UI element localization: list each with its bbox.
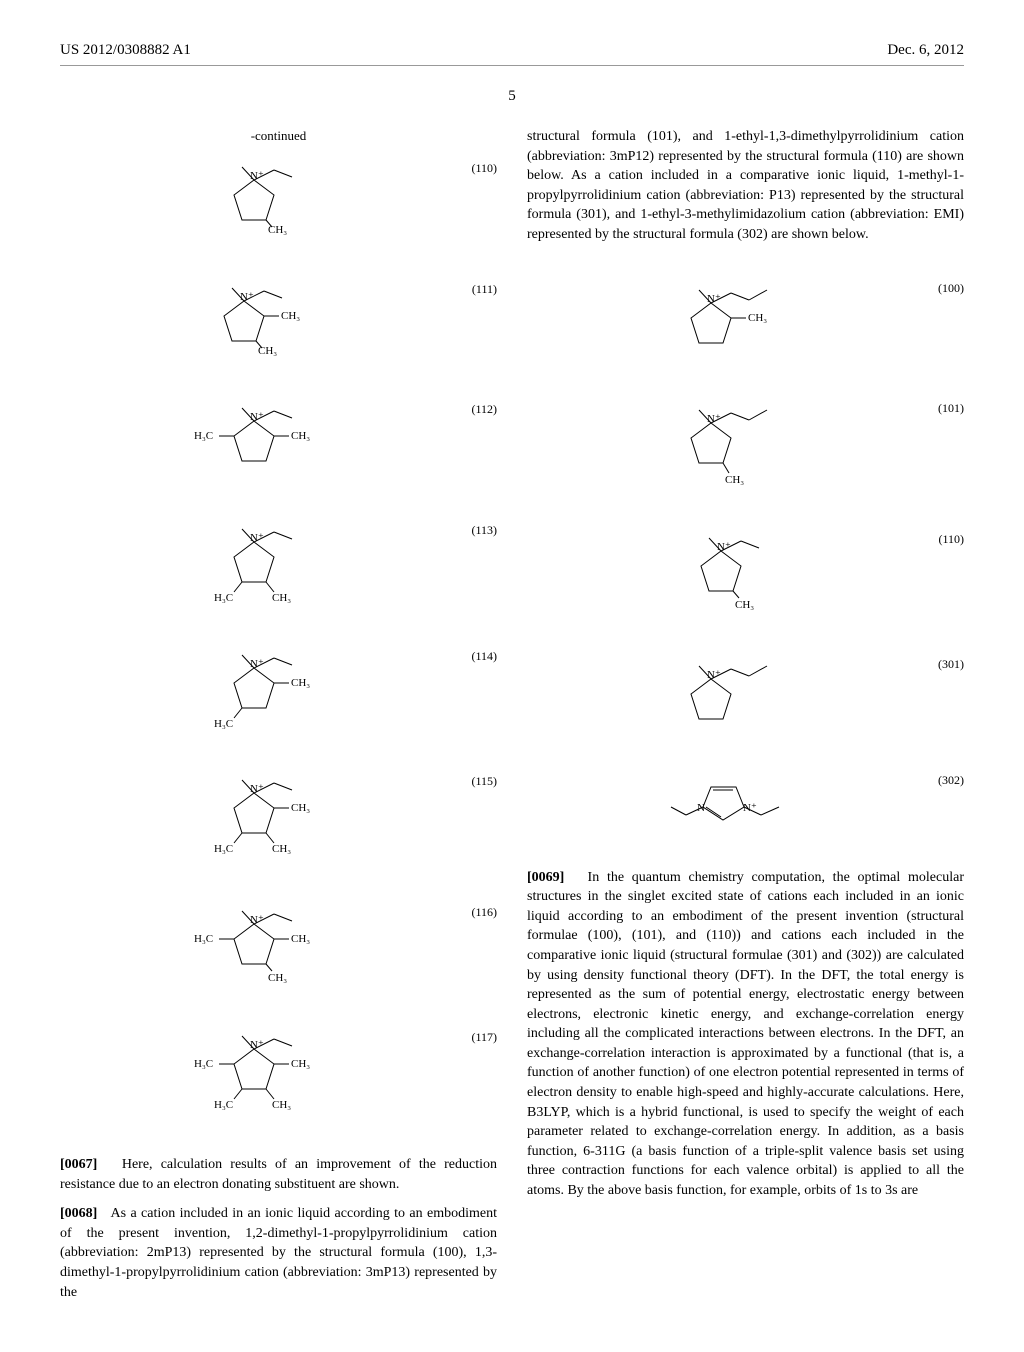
svg-text:N⁺: N⁺ (250, 658, 264, 670)
svg-text:CH₃: CH₃ (291, 1058, 310, 1070)
svg-text:N⁺: N⁺ (250, 170, 264, 182)
paragraph-0067: [0067] Here, calculation results of an i… (60, 1155, 497, 1194)
left-column: -continued N⁺ CH₃ (1 (60, 127, 497, 1312)
svg-text:CH₃: CH₃ (291, 933, 310, 945)
paragraph-0068: [0068] As a cation included in an ionic … (60, 1204, 497, 1302)
structure-label: (111) (447, 276, 497, 298)
svg-text:CH₃: CH₃ (272, 592, 291, 604)
chem-structure: N⁺ (527, 651, 914, 743)
svg-text:CH₃: CH₃ (258, 345, 277, 357)
structure-101: N⁺ CH₃ (101) (527, 395, 964, 502)
chem-structure: N⁺ CH₃ (60, 155, 447, 252)
structure-100: N⁺ CH₃ (100) (527, 275, 964, 372)
two-column-layout: -continued N⁺ CH₃ (1 (60, 127, 964, 1312)
svg-text:N⁺: N⁺ (250, 914, 264, 926)
chem-structure: N⁺ H₃C CH₃ CH₃ (60, 899, 447, 1001)
svg-text:N⁺: N⁺ (717, 541, 731, 553)
right-column: structural formula (101), and 1-ethyl-1,… (527, 127, 964, 1312)
svg-text:CH₃: CH₃ (725, 474, 744, 486)
page-header: US 2012/0308882 A1 Dec. 6, 2012 (60, 40, 964, 66)
para-number: [0068] (60, 1206, 97, 1221)
svg-text:N⁺: N⁺ (707, 413, 721, 425)
pub-number: US 2012/0308882 A1 (60, 40, 191, 61)
chem-structure: N⁺ H₃C CH₃ (60, 396, 447, 493)
structure-110-right: N⁺ CH₃ (110) (527, 526, 964, 628)
svg-text:H₃C: H₃C (214, 1099, 233, 1111)
continued-label: -continued (60, 127, 497, 145)
svg-text:N⁺: N⁺ (250, 532, 264, 544)
svg-text:CH₃: CH₃ (748, 312, 767, 324)
chem-structure: N⁺ CH₃ (527, 275, 914, 372)
svg-text:H₃C: H₃C (214, 718, 233, 730)
structure-116: N⁺ H₃C CH₃ CH₃ (116) (60, 899, 497, 1001)
structure-label: (116) (447, 899, 497, 921)
structure-label: (100) (914, 275, 964, 297)
structure-label: (113) (447, 517, 497, 539)
para-number: [0067] (60, 1157, 97, 1172)
svg-text:CH₃: CH₃ (268, 972, 287, 984)
para-text: As a cation included in an ionic liquid … (60, 1206, 497, 1299)
svg-text:H₃C: H₃C (194, 1058, 213, 1070)
svg-text:N⁺: N⁺ (250, 411, 264, 423)
chem-structure: N⁺ CH₃ CH₃ (60, 276, 447, 373)
svg-text:H₃C: H₃C (194, 933, 213, 945)
svg-text:CH₃: CH₃ (272, 1099, 291, 1111)
svg-text:N: N (697, 802, 705, 814)
svg-text:H₃C: H₃C (194, 430, 213, 442)
structure-113: N⁺ H₃C CH₃ (113) (60, 517, 497, 619)
structure-114: N⁺ CH₃ H₃C (114) (60, 643, 497, 745)
paragraph-0069: [0069] In the quantum chemistry computat… (527, 868, 964, 1201)
structure-110: N⁺ CH₃ (110) (60, 155, 497, 252)
chem-structure: N⁺ H₃C CH₃ H₃C CH₃ (60, 1024, 447, 1131)
structure-117: N⁺ H₃C CH₃ H₃C CH₃ (117) (60, 1024, 497, 1131)
structure-label: (115) (447, 768, 497, 790)
svg-text:H₃C: H₃C (214, 843, 233, 855)
top-continuation-text: structural formula (101), and 1-ethyl-1,… (527, 127, 964, 245)
structure-115: N⁺ CH₃ H₃C CH₃ (115) (60, 768, 497, 875)
para-number: [0069] (527, 870, 564, 885)
chem-structure: N⁺ CH₃ (527, 395, 914, 502)
svg-text:N⁺: N⁺ (250, 1039, 264, 1051)
structure-111: N⁺ CH₃ CH₃ (111) (60, 276, 497, 373)
svg-text:N⁺: N⁺ (707, 293, 721, 305)
chem-structure: N⁺ CH₃ (527, 526, 914, 628)
chem-structure: N N⁺ (527, 767, 914, 844)
svg-text:N⁺: N⁺ (707, 669, 721, 681)
svg-text:N⁺: N⁺ (250, 783, 264, 795)
svg-text:CH₃: CH₃ (272, 843, 291, 855)
para-text: Here, calculation results of an improvem… (60, 1157, 497, 1192)
structure-label: (301) (914, 651, 964, 673)
svg-text:CH₃: CH₃ (291, 677, 310, 689)
chem-structure: N⁺ CH₃ H₃C (60, 643, 447, 745)
pub-date: Dec. 6, 2012 (887, 40, 964, 61)
svg-text:N⁺: N⁺ (240, 291, 254, 303)
chem-structure: N⁺ H₃C CH₃ (60, 517, 447, 619)
structure-label: (114) (447, 643, 497, 665)
structure-112: N⁺ H₃C CH₃ (112) (60, 396, 497, 493)
chem-structure: N⁺ CH₃ H₃C CH₃ (60, 768, 447, 875)
structure-302: N N⁺ (302) (527, 767, 964, 844)
svg-text:H₃C: H₃C (214, 592, 233, 604)
structure-label: (110) (447, 155, 497, 177)
page-number: 5 (60, 86, 964, 107)
svg-text:CH₃: CH₃ (281, 310, 300, 322)
structure-label: (302) (914, 767, 964, 789)
structure-301: N⁺ (301) (527, 651, 964, 743)
structure-label: (117) (447, 1024, 497, 1046)
svg-text:CH₃: CH₃ (291, 430, 310, 442)
para-text: In the quantum chemistry computation, th… (527, 870, 964, 1199)
svg-text:CH₃: CH₃ (735, 599, 754, 611)
structure-label: (110) (914, 526, 964, 548)
structure-label: (101) (914, 395, 964, 417)
svg-text:N⁺: N⁺ (743, 802, 757, 814)
structure-label: (112) (447, 396, 497, 418)
svg-text:CH₃: CH₃ (291, 802, 310, 814)
